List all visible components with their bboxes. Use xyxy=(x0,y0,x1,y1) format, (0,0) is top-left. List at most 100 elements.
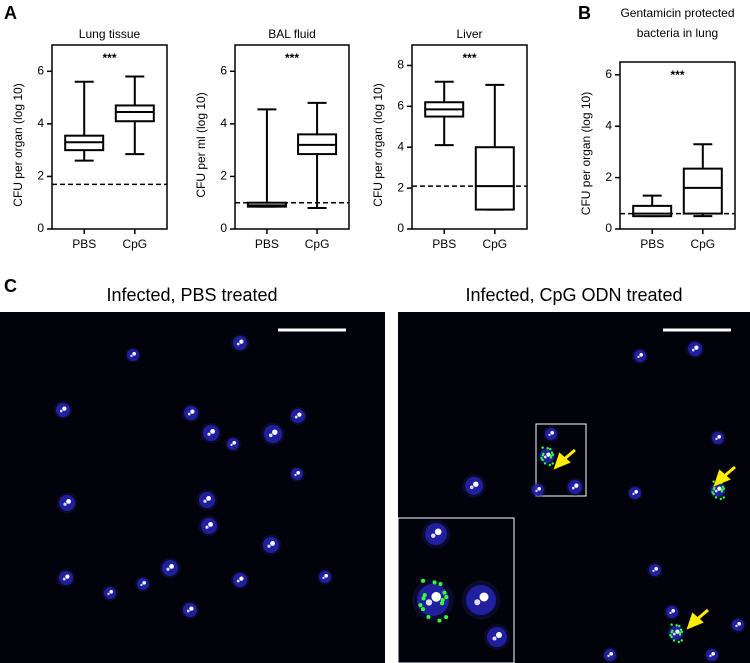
nucleus-spot xyxy=(672,632,676,636)
nucleus-spot xyxy=(571,486,575,490)
nucleus-spot xyxy=(694,345,699,350)
cell xyxy=(181,403,201,423)
bacteria xyxy=(670,623,673,626)
cell xyxy=(632,348,648,364)
nucleus-spot xyxy=(652,569,655,573)
cell xyxy=(627,485,643,501)
chart-title: Gentamicin protected xyxy=(620,6,734,20)
panel-letter: C xyxy=(4,276,17,296)
nucleus-spot xyxy=(324,574,329,578)
nucleus-spot xyxy=(548,433,551,437)
nucleus-spot xyxy=(232,441,236,445)
nucleus-spot xyxy=(294,473,297,477)
bacteria xyxy=(420,607,426,612)
cell xyxy=(56,568,76,588)
nucleus-spot xyxy=(431,592,442,602)
x-tick-label: CpG xyxy=(305,237,330,251)
y-tick-label: 0 xyxy=(397,221,404,235)
bacteria xyxy=(546,447,549,450)
nucleus-spot xyxy=(169,564,175,569)
cell xyxy=(704,647,720,663)
nucleus-spot xyxy=(267,544,271,548)
bacteria xyxy=(421,578,426,583)
nucleus-spot xyxy=(236,579,240,583)
nucleus-spot xyxy=(425,599,433,606)
chart-title: BAL fluid xyxy=(268,27,316,41)
y-tick-label: 8 xyxy=(397,58,404,72)
chart-title: Lung tissue xyxy=(79,27,141,41)
cell xyxy=(225,436,241,452)
cell xyxy=(461,580,501,620)
bacteria xyxy=(711,491,714,494)
nucleus-spot xyxy=(322,576,325,580)
bacteria xyxy=(418,603,423,608)
cell xyxy=(159,557,181,579)
nucleus-spot xyxy=(496,632,502,638)
bacteria xyxy=(444,595,449,600)
annotation: *** xyxy=(670,68,684,82)
bacteria xyxy=(542,452,545,456)
bacteria xyxy=(720,490,724,493)
cell xyxy=(664,604,680,620)
x-tick-label: PBS xyxy=(255,237,279,251)
panel-letter: A xyxy=(4,3,17,23)
y-axis-label: CFU per organ (log 10) xyxy=(371,83,385,206)
nucleus-spot xyxy=(239,576,244,581)
nucleus-spot xyxy=(189,606,194,611)
panel-letter: B xyxy=(578,3,591,23)
bacteria xyxy=(672,639,676,642)
box xyxy=(114,104,155,123)
nucleus-spot xyxy=(187,412,191,416)
nucleus-spot xyxy=(205,525,209,529)
bacteria xyxy=(549,447,552,451)
bacteria xyxy=(680,630,684,633)
cell xyxy=(565,477,585,497)
plot-frame xyxy=(51,44,168,230)
nucleus-spot xyxy=(691,348,695,352)
nucleus-spot xyxy=(654,567,658,571)
plot-frame xyxy=(619,61,736,230)
nucleus-spot xyxy=(62,577,66,581)
nucleus-spot xyxy=(479,592,489,602)
bacteria xyxy=(442,590,447,595)
nucleus-spot xyxy=(239,339,244,344)
cell xyxy=(289,466,305,482)
y-tick-label: 0 xyxy=(220,221,227,235)
y-tick-label: 6 xyxy=(397,99,404,113)
nucleus-spot xyxy=(550,431,554,435)
nucleus-spot xyxy=(607,654,610,658)
cell xyxy=(412,578,454,623)
x-tick-label: PBS xyxy=(432,237,456,251)
bacteria xyxy=(422,593,427,598)
nucleus-spot xyxy=(207,432,211,436)
y-tick-label: 4 xyxy=(605,118,612,132)
nucleus-spot xyxy=(637,355,640,359)
nucleus-spot xyxy=(473,481,479,487)
bacteria xyxy=(439,601,445,606)
cell xyxy=(685,339,705,359)
bacteria xyxy=(438,582,443,587)
cell xyxy=(421,519,451,549)
y-tick-label: 2 xyxy=(397,180,404,194)
nucleus-spot xyxy=(236,342,240,346)
cell xyxy=(543,426,559,442)
bacteria xyxy=(680,639,683,642)
nucleus-spot xyxy=(537,487,541,491)
bacteria xyxy=(437,618,442,623)
plot-frame xyxy=(234,44,350,230)
nucleus-spot xyxy=(535,489,538,493)
bacteria xyxy=(677,640,681,644)
bacteria xyxy=(714,496,718,499)
y-tick-label: 2 xyxy=(605,170,612,184)
nucleus-spot xyxy=(717,435,721,439)
annotation: *** xyxy=(285,51,299,65)
cell xyxy=(135,576,151,592)
cell xyxy=(200,422,222,444)
plot-frame xyxy=(411,44,528,230)
bacteria xyxy=(712,492,715,496)
nucleus-spot xyxy=(66,499,71,504)
nucleus-spot xyxy=(671,609,675,613)
cell xyxy=(56,492,78,514)
y-tick-label: 0 xyxy=(605,221,612,235)
